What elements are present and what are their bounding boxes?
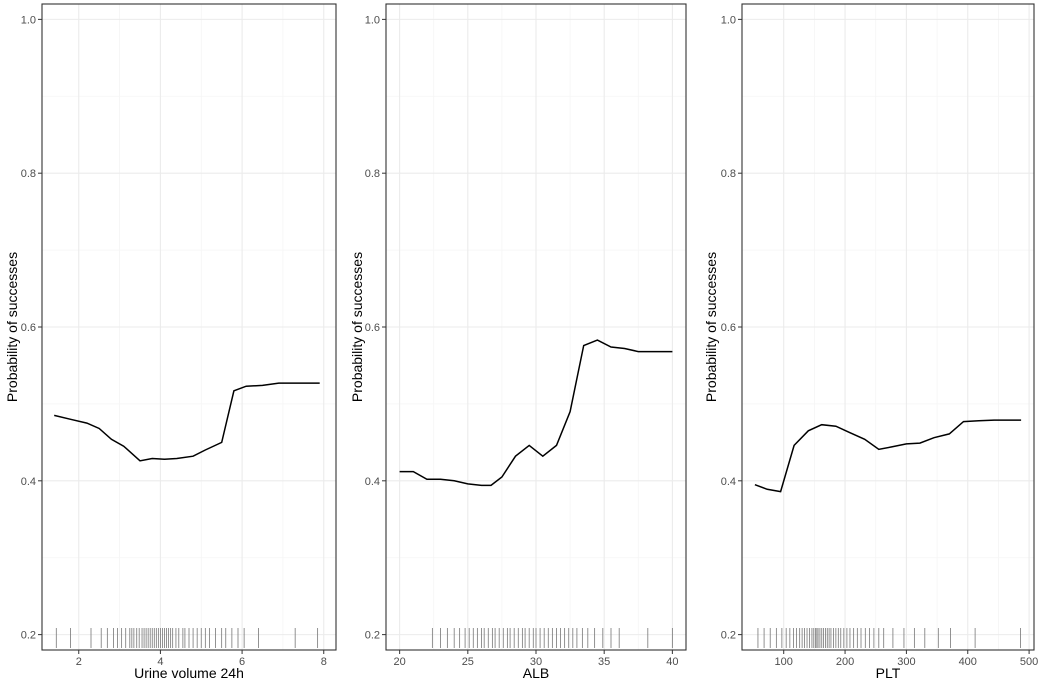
panel-1-y-axis-title: Probability of successes [4,252,20,402]
y-tick-label: 0.6 [21,322,36,334]
panel-alb: 20 25 30 35 40 0.2 0.4 0.6 0.8 1.0 ALB Probabili… [349,3,687,680]
y-tick-label: 0.2 [365,630,380,642]
panel-3-y-axis: 0.2 0.4 0.6 0.8 1.0 [721,14,742,642]
y-tick-label: 0.2 [721,630,736,642]
panel-2-y-axis-title: Probability of successes [349,252,365,402]
panel-3-rug [757,628,1021,648]
x-tick-label: 30 [530,656,542,668]
panel-2-x-axis: 20 25 30 35 40 [394,650,678,668]
panel-urine-volume: 2 4 6 8 0.2 0.4 0.6 0.8 1.0 Urine volume 24h Pr… [4,3,337,680]
x-tick-label: 300 [897,656,915,668]
y-tick-label: 0.4 [365,476,380,488]
panel-1-series-line [54,382,320,462]
y-tick-label: 1.0 [21,14,36,26]
panel-3-x-axis: 100 200 300 400 500 [775,650,1038,668]
x-tick-label: 6 [239,656,245,668]
panel-2-rug [431,628,673,648]
x-tick-label: 200 [836,656,854,668]
y-tick-label: 0.8 [721,168,736,180]
y-tick-label: 0.4 [21,476,36,488]
x-tick-label: 2 [76,656,82,668]
x-tick-label: 8 [321,656,327,668]
y-tick-label: 1.0 [365,14,380,26]
x-tick-label: 25 [462,656,474,668]
y-tick-label: 0.8 [21,168,36,180]
panel-3-x-axis-title: PLT [876,665,901,680]
x-tick-label: 4 [157,656,163,668]
x-tick-label: 40 [666,656,678,668]
x-tick-label: 400 [959,656,977,668]
panel-1-rug [55,628,319,648]
panel-plt: 100 200 300 400 500 0.2 0.4 0.6 0.8 1.0 PLT Prob… [703,3,1038,680]
panel-2-x-axis-title: ALB [523,665,549,680]
x-tick-label: 100 [775,656,793,668]
x-tick-label: 35 [598,656,610,668]
panel-2-y-axis: 0.2 0.4 0.6 0.8 1.0 [365,14,386,642]
y-tick-label: 1.0 [721,14,736,26]
y-tick-label: 0.4 [721,476,736,488]
panel-3-series-line [754,419,1022,493]
x-tick-label: 20 [394,656,406,668]
panel-1-x-axis: 2 4 6 8 [76,650,327,668]
panel-3-y-axis-title: Probability of successes [703,252,719,402]
y-tick-label: 0.6 [721,322,736,334]
y-tick-label: 0.8 [365,168,380,180]
panel-3-grid [742,4,1034,650]
x-tick-label: 500 [1020,656,1038,668]
panel-1-x-axis-title: Urine volume 24h [134,665,244,680]
panel-2-series-line [399,339,673,487]
y-tick-label: 0.6 [365,322,380,334]
panel-1-y-axis: 0.2 0.4 0.6 0.8 1.0 [21,14,42,642]
y-tick-label: 0.2 [21,630,36,642]
